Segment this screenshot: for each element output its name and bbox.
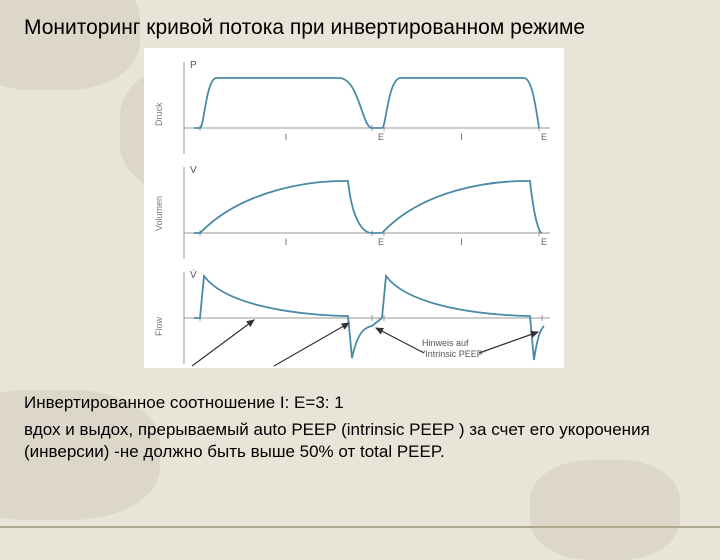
page-title: Мониторинг кривой потока при инвертирова…: [24, 16, 696, 40]
svg-text:Druck: Druck: [154, 102, 164, 126]
svg-text:I: I: [285, 237, 288, 247]
body-line2: вдох и выдох, прерываемый auto PEEP (int…: [24, 419, 696, 462]
svg-text:E: E: [541, 237, 547, 247]
waveform-chart: I E I E P Druck I E I E V Volumen V̇ Flow Hinweis auf"…: [144, 48, 564, 368]
svg-text:E: E: [541, 132, 547, 142]
svg-text:E: E: [378, 237, 384, 247]
svg-text:I: I: [460, 237, 463, 247]
svg-text:V̇: V̇: [190, 268, 197, 281]
svg-text:I: I: [460, 132, 463, 142]
chart-container: I E I E P Druck I E I E V Volumen V̇ Flow Hinweis auf"…: [144, 48, 564, 368]
body-text: Инвертированное соотношение I: E=3: 1 вд…: [24, 392, 696, 462]
svg-text:E: E: [378, 132, 384, 142]
body-line1: Инвертированное соотношение I: E=3: 1: [24, 392, 696, 413]
svg-text:Volumen: Volumen: [154, 196, 164, 231]
svg-text:"Intrinsic PEEP": "Intrinsic PEEP": [422, 349, 486, 359]
svg-text:P: P: [190, 60, 197, 71]
svg-text:Hinweis auf: Hinweis auf: [422, 338, 469, 348]
slide: Мониторинг кривой потока при инвертирова…: [0, 0, 720, 540]
svg-text:V: V: [190, 165, 197, 176]
svg-text:Flow: Flow: [154, 316, 164, 336]
svg-text:I: I: [285, 132, 288, 142]
